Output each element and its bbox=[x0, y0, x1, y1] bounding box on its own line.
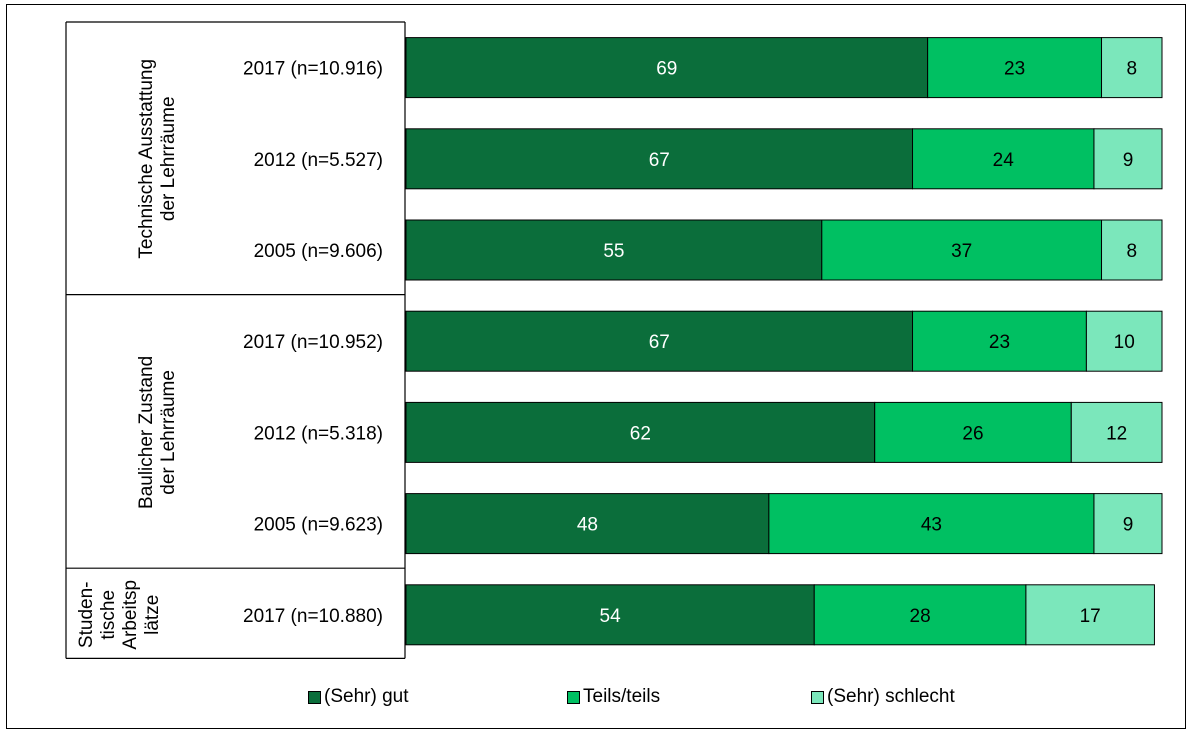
category-label-1-2: 2005 (n=9.623) bbox=[254, 515, 383, 536]
data-label-teils-teils-0-0: 23 bbox=[1004, 59, 1025, 80]
legend-label-sehr-schlecht: (Sehr) schlecht bbox=[827, 686, 955, 707]
bar-segment-teils-teils-1-2 bbox=[768, 493, 1095, 555]
bar-segment-sehr-gut-0-2 bbox=[405, 219, 823, 281]
group-label-line-2-2: Arbeitsp bbox=[120, 580, 141, 650]
category-label-0-0: 2017 (n=10.916) bbox=[243, 59, 383, 80]
group-label-line-1-1: der Lehrräume bbox=[158, 370, 179, 495]
bar-segment-teils-teils-1-0 bbox=[912, 310, 1087, 372]
data-label-sehr-gut-0-2: 55 bbox=[603, 241, 624, 262]
legend-swatch-sehr-gut bbox=[308, 690, 321, 704]
data-label-sehr-gut-0-0: 69 bbox=[656, 59, 677, 80]
legend-swatch-sehr-schlecht bbox=[811, 690, 824, 704]
data-label-sehr-gut-0-1: 67 bbox=[649, 150, 670, 171]
chart-frame bbox=[6, 4, 1186, 729]
bar-segment-sehr-schlecht-0-0 bbox=[1101, 37, 1163, 99]
data-label-sehr-gut-2-0: 54 bbox=[600, 606, 622, 627]
group-label-line-0-1: der Lehrräume bbox=[158, 96, 179, 221]
data-label-sehr-gut-1-0: 67 bbox=[649, 332, 670, 353]
data-label-sehr-schlecht-2-0: 17 bbox=[1080, 606, 1101, 627]
group-label-line-0-0: Technische Ausstattung bbox=[136, 59, 157, 259]
data-label-sehr-schlecht-1-1: 12 bbox=[1106, 423, 1127, 444]
data-label-sehr-schlecht-0-1: 9 bbox=[1123, 150, 1134, 171]
legend: (Sehr) gut Teils/teils (Sehr) schlecht bbox=[0, 686, 1192, 714]
data-label-teils-teils-0-1: 24 bbox=[993, 150, 1015, 171]
legend-swatch-teils-teils bbox=[567, 690, 580, 704]
bar-segment-teils-teils-1-1 bbox=[874, 401, 1072, 463]
group-label-line-2-0: Studen- bbox=[76, 582, 97, 649]
data-label-teils-teils-2-0: 28 bbox=[910, 606, 931, 627]
bar-segment-sehr-gut-1-1 bbox=[405, 401, 876, 463]
group-label-line-2-1: tische bbox=[98, 590, 119, 640]
bar-segment-sehr-schlecht-1-0 bbox=[1085, 310, 1163, 372]
bar-segment-sehr-gut-2-0 bbox=[405, 584, 815, 646]
legend-item-sehr-gut: (Sehr) gut bbox=[308, 686, 408, 708]
legend-label-teils-teils: Teils/teils bbox=[583, 686, 661, 707]
data-label-sehr-schlecht-0-0: 8 bbox=[1126, 59, 1137, 80]
group-label-2: Studen-tischeArbeitsplätze bbox=[76, 580, 163, 650]
group-label-line-1-0: Baulicher Zustand bbox=[136, 356, 157, 509]
category-label-1-0: 2017 (n=10.952) bbox=[243, 332, 383, 353]
legend-item-sehr-schlecht: (Sehr) schlecht bbox=[811, 686, 955, 708]
bar-segment-teils-teils-0-1 bbox=[912, 128, 1095, 190]
data-label-teils-teils-0-2: 37 bbox=[951, 241, 972, 262]
data-label-sehr-gut-1-2: 48 bbox=[577, 515, 598, 536]
category-label-0-2: 2005 (n=9.606) bbox=[254, 241, 383, 262]
group-label-0: Technische Ausstattungder Lehrräume bbox=[136, 59, 179, 259]
bar-segment-sehr-schlecht-0-1 bbox=[1093, 128, 1163, 190]
data-label-sehr-schlecht-0-2: 8 bbox=[1126, 241, 1137, 262]
bar-segment-sehr-schlecht-1-1 bbox=[1070, 401, 1163, 463]
bar-segment-sehr-schlecht-0-2 bbox=[1101, 219, 1163, 281]
bar-segment-teils-teils-2-0 bbox=[813, 584, 1027, 646]
bar-segment-sehr-schlecht-2-0 bbox=[1025, 584, 1155, 646]
data-label-sehr-schlecht-1-0: 10 bbox=[1114, 332, 1135, 353]
data-label-teils-teils-1-0: 23 bbox=[989, 332, 1010, 353]
category-label-2-0: 2017 (n=10.880) bbox=[243, 606, 383, 627]
legend-label-sehr-gut: (Sehr) gut bbox=[324, 686, 409, 707]
legend-item-teils-teils: Teils/teils bbox=[567, 686, 660, 708]
group-label-1: Baulicher Zustandder Lehrräume bbox=[136, 356, 179, 509]
data-label-teils-teils-1-2: 43 bbox=[921, 515, 942, 536]
category-label-0-1: 2012 (n=5.527) bbox=[254, 150, 383, 171]
bar-segment-teils-teils-0-0 bbox=[927, 37, 1103, 99]
data-label-teils-teils-1-1: 26 bbox=[962, 423, 983, 444]
category-label-1-1: 2012 (n=5.318) bbox=[254, 423, 383, 444]
data-label-sehr-gut-1-1: 62 bbox=[630, 423, 651, 444]
data-label-sehr-schlecht-1-2: 9 bbox=[1123, 515, 1134, 536]
bar-segment-sehr-gut-0-0 bbox=[405, 37, 929, 99]
bar-segment-sehr-gut-1-0 bbox=[405, 310, 914, 372]
bar-segment-teils-teils-0-2 bbox=[821, 219, 1103, 281]
bar-segment-sehr-gut-0-1 bbox=[405, 128, 914, 190]
bar-segment-sehr-schlecht-1-2 bbox=[1093, 493, 1163, 555]
group-label-line-2-3: lätze bbox=[142, 595, 163, 635]
bar-segment-sehr-gut-1-2 bbox=[405, 493, 770, 555]
